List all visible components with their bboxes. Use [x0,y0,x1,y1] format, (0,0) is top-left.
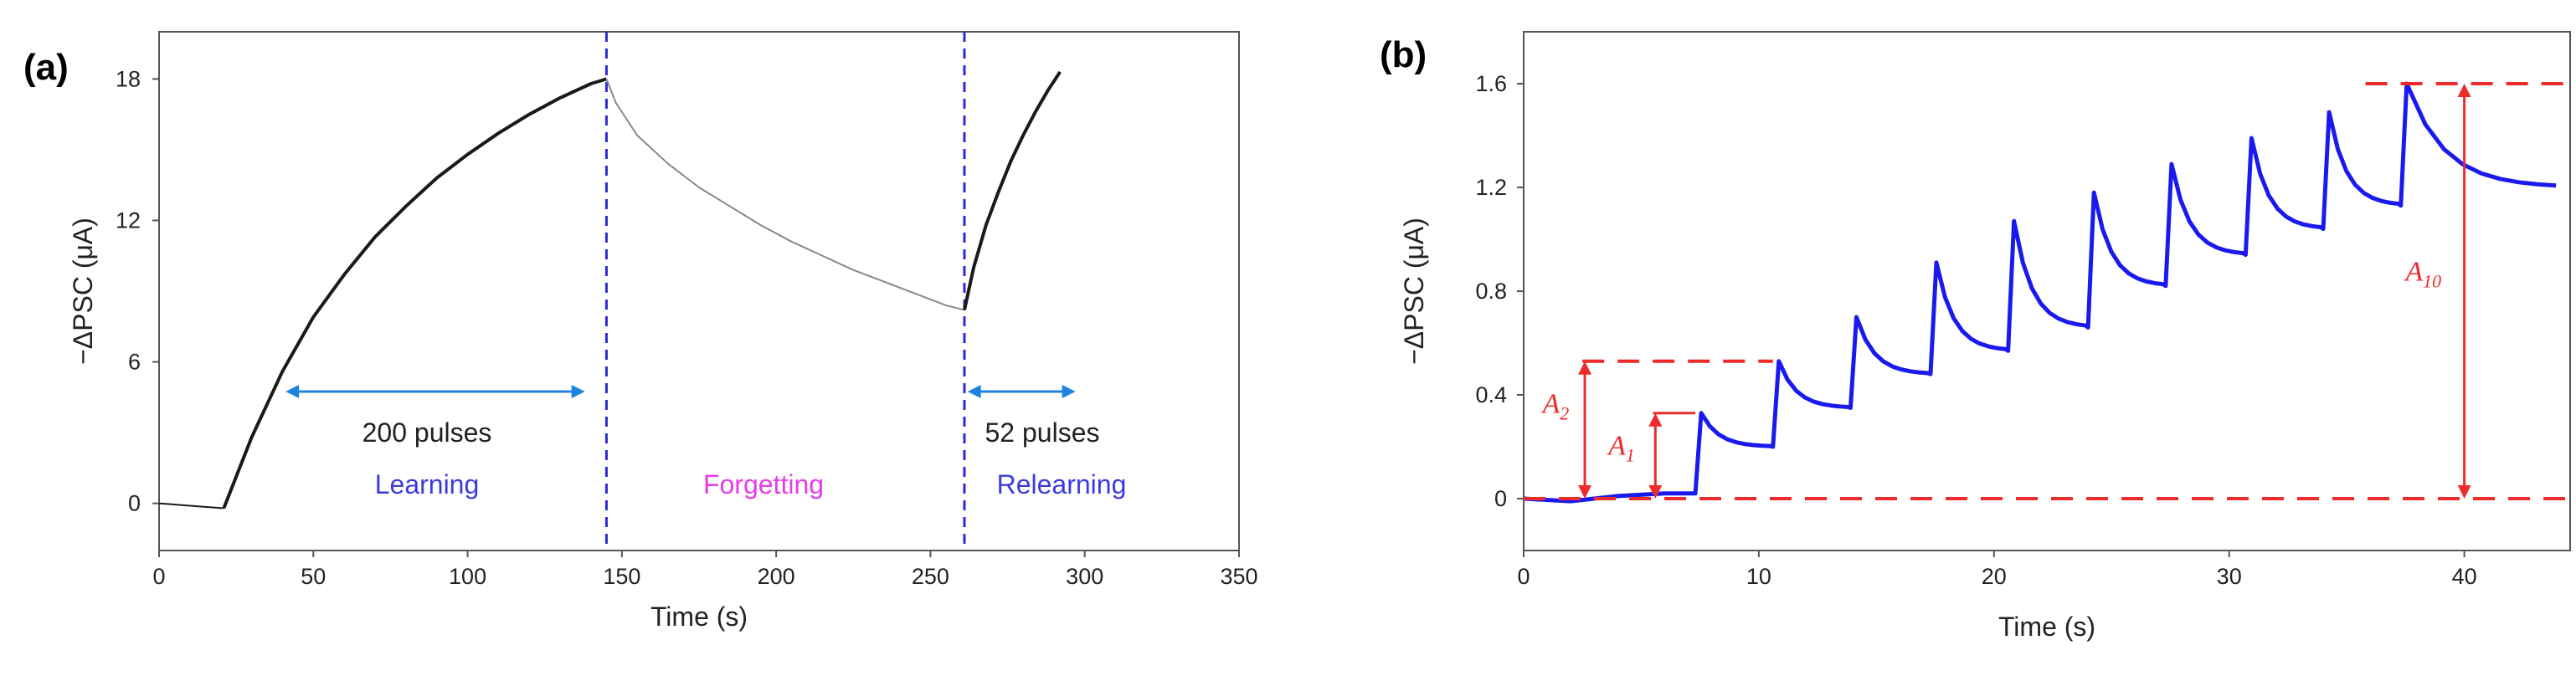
pulse-arrows [285,385,1076,398]
y-tick-label: 1.2 [1475,175,1507,200]
series-baseline-line [158,502,224,510]
a2-label: A2 [1540,389,1569,424]
x-tick-label: 30 [2217,564,2242,589]
a10-arrow-head-bottom [2457,485,2471,499]
x-tick-label: 100 [449,564,486,589]
psc-pulse-train-line [1523,81,2557,504]
panel-a-label: (a) [23,47,69,88]
series-relearning-line [963,70,1062,310]
y-tick-label: 0.8 [1475,279,1507,304]
x-tick-label: 300 [1066,564,1103,589]
x-tick-label: 350 [1220,564,1257,589]
arrow-200-pulses-head-left [285,385,300,398]
a1-label-subscript: 1 [1626,444,1635,465]
y-tick-label: 18 [116,66,141,91]
pulses-200-label: 200 pulses [362,417,492,448]
arrow-52-pulses-head-right [1062,385,1076,398]
pulses-52-label: 52 pulses [985,417,1100,448]
panel-a-plot-frame [158,31,1240,551]
series-forgetting-line [605,78,965,311]
a10-label: A10 [2404,257,2441,292]
panel-b-plot-frame [1523,31,2571,551]
y-tick-label: 0 [1494,486,1507,511]
y-tick-label: 0 [128,491,141,516]
panel-b-x-axis-label: Time (s) [1998,612,2095,642]
x-tick-label: 150 [603,564,640,589]
a1-arrow-head-bottom [1648,485,1663,499]
a1-label: A1 [1607,430,1635,465]
x-tick-label: 50 [301,564,326,589]
series-learning-line [222,77,608,510]
arrow-52-pulses-head-left [967,385,981,398]
phase-learning-label: Learning [375,469,480,499]
a10-label-letter: A [2404,257,2423,288]
x-tick-label: 10 [1746,564,1771,589]
a1-label-letter: A [1607,430,1626,461]
a2-arrow-head-top [1578,361,1592,375]
a10-arrow-head-top [2457,84,2471,97]
x-tick-label: 0 [1517,564,1530,589]
panel-b-label: (b) [1380,34,1427,75]
a10-label-subscript: 10 [2423,271,2441,292]
x-tick-label: 20 [1982,564,2007,589]
y-tick-label: 12 [116,207,141,233]
x-tick-label: 0 [152,564,165,589]
arrow-200-pulses-head-right [571,385,585,398]
a1-arrow-head-top [1648,412,1663,427]
phase-relearning-label: Relearning [997,469,1127,499]
panel-a-x-axis-label: Time (s) [650,602,748,632]
phase-forgetting-label: Forgetting [703,469,824,499]
x-tick-label: 40 [2452,564,2477,589]
a2-label-letter: A [1540,389,1560,420]
a2-arrow-head-bottom [1578,485,1592,499]
x-tick-label: 250 [912,564,949,589]
a2-label-subscript: 2 [1560,403,1569,424]
y-tick-label: 1.6 [1475,71,1507,96]
panel-b-y-axis-label: −ΔPSC (μA) [1399,218,1429,365]
panel-a: (a) 0 50 100 150 200 250 300 350 0 6 12 18 200 pul… [23,31,1258,632]
y-tick-label: 0.4 [1475,382,1507,407]
panel-a-y-axis-label: −ΔPSC (μA) [68,218,98,365]
y-tick-label: 6 [128,350,141,375]
x-tick-label: 200 [758,564,795,589]
